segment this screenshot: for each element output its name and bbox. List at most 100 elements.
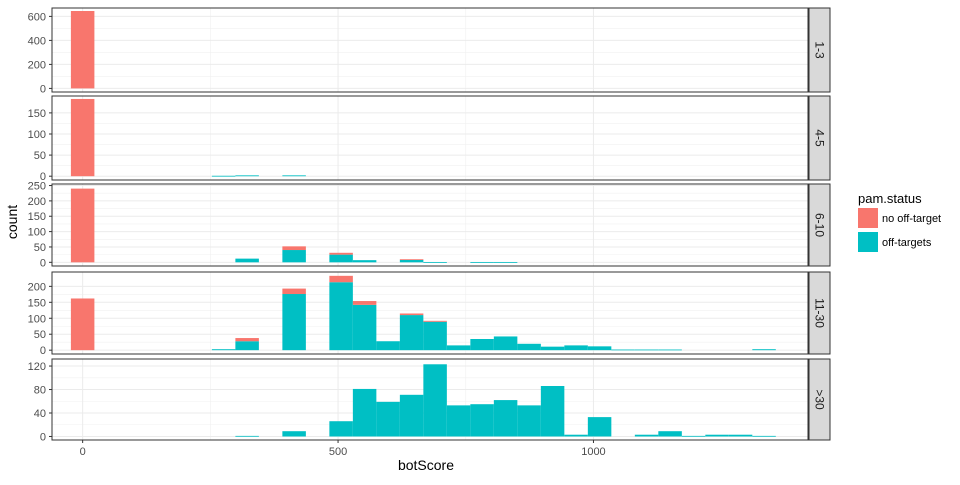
y-tick-label: 200 [28, 196, 46, 208]
facet-strip [808, 358, 831, 441]
bar-off-targets [634, 349, 659, 351]
bar-off-targets [540, 386, 565, 437]
bar-off-targets [399, 315, 424, 351]
gridlines [52, 96, 808, 180]
bar-no-off-target [70, 188, 95, 263]
legend-swatch [858, 208, 878, 228]
bar-off-targets [376, 401, 400, 437]
legend-label: off-targets [882, 237, 932, 249]
bar-no-off-target [70, 298, 95, 351]
bar-off-targets [235, 341, 259, 351]
legend: pam.status no off-target off-targets [858, 191, 941, 252]
y-tick-label: 0 [40, 431, 46, 443]
y-axis: 0 50 100 150 [28, 108, 52, 183]
y-tick-label: 80 [34, 385, 46, 397]
bar-off-targets [564, 434, 588, 437]
bar-off-targets [423, 364, 447, 437]
y-axis: 0 200 400 600 [28, 11, 52, 95]
y-tick-label: 0 [40, 171, 46, 183]
y-axis: 0 40 80 120 [28, 361, 52, 443]
legend-swatch [858, 232, 878, 252]
y-tick-label: 200 [28, 59, 46, 71]
y-tick-label: 0 [40, 83, 46, 95]
facet-strip-label: 1-3 [813, 41, 827, 59]
bar-off-targets [470, 262, 494, 263]
bar-off-targets [658, 431, 682, 437]
y-tick-label: 400 [28, 35, 46, 47]
panels-layer: 02004006001-30501001504-5050100150200250… [28, 7, 831, 443]
y-tick-label: 150 [28, 108, 46, 120]
bar-off-targets [493, 400, 518, 437]
legend-label: no off-target [882, 213, 941, 225]
panel-background [52, 96, 808, 180]
bar-off-targets [282, 175, 306, 177]
bar-off-targets [329, 282, 353, 351]
facet-strip-label: 6-10 [813, 213, 827, 237]
bar-off-targets [211, 175, 236, 177]
y-tick-label: 50 [34, 329, 46, 341]
bar-no-off-target [352, 301, 377, 305]
bar-off-targets [611, 349, 635, 351]
bar-off-targets [493, 262, 518, 263]
bars [235, 364, 776, 437]
panel-background [52, 8, 808, 92]
x-tick-label: 500 [329, 446, 347, 458]
bar-no-off-target [423, 320, 447, 322]
bar-off-targets [752, 349, 776, 351]
bar-off-targets [540, 346, 565, 351]
facet-panel-2: 0 50 100 150 4-5 [28, 95, 831, 183]
gridlines [52, 272, 808, 354]
bar-no-off-target [329, 275, 353, 283]
bar-off-targets [399, 259, 424, 263]
y-tick-label: 0 [40, 345, 46, 357]
bar-off-targets [329, 421, 353, 437]
bar-off-targets [446, 345, 471, 351]
bar-no-off-target [399, 313, 424, 316]
bar-off-targets [634, 434, 659, 437]
facet-strip-label: 4-5 [813, 129, 827, 147]
bars [70, 275, 776, 351]
bar-off-targets [587, 346, 612, 351]
panel-border [51, 95, 809, 181]
panel-border [51, 183, 809, 267]
y-axis: 0 50 100 150 200 [28, 281, 52, 357]
bars [70, 11, 95, 89]
x-tick-label: 1000 [581, 446, 605, 458]
bar-no-off-target [70, 11, 95, 89]
y-tick-label: 200 [28, 281, 46, 293]
facet-strip-label: 11-30 [813, 298, 827, 328]
panel-background [52, 184, 808, 266]
x-axis-title: botScore [398, 457, 454, 473]
bars [70, 98, 306, 177]
y-tick-label: 250 [28, 181, 46, 193]
bar-off-targets [470, 339, 494, 351]
bar-off-targets [211, 349, 236, 351]
bar-off-targets [352, 304, 377, 351]
facet-strip [808, 7, 831, 93]
facet-strip-label: >30 [813, 389, 827, 410]
y-tick-label: 100 [28, 227, 46, 239]
facet-strip [808, 183, 831, 267]
y-tick-label: 50 [34, 242, 46, 254]
bar-off-targets [352, 388, 377, 437]
facet-strip [808, 95, 831, 181]
bar-off-targets [658, 349, 682, 351]
bar-no-off-target [70, 98, 95, 177]
bar-off-targets [329, 254, 353, 263]
bar-off-targets [681, 435, 706, 437]
facet-panel-4: 0 50 100 150 200 11-30 [28, 271, 831, 357]
y-axis: 0 50 100 150 200 250 [28, 181, 52, 269]
x-tick-label: 0 [80, 446, 86, 458]
y-axis-title: count [4, 205, 20, 239]
bar-off-targets [470, 404, 494, 437]
bar-off-targets [235, 175, 259, 177]
y-tick-label: 150 [28, 211, 46, 223]
bar-off-targets [376, 341, 400, 351]
panel-border [51, 358, 809, 441]
facet-panel-5: 0 40 80 120 >30 [28, 358, 831, 443]
bar-off-targets [564, 345, 588, 351]
y-tick-label: 50 [34, 150, 46, 162]
bar-off-targets [282, 431, 306, 437]
